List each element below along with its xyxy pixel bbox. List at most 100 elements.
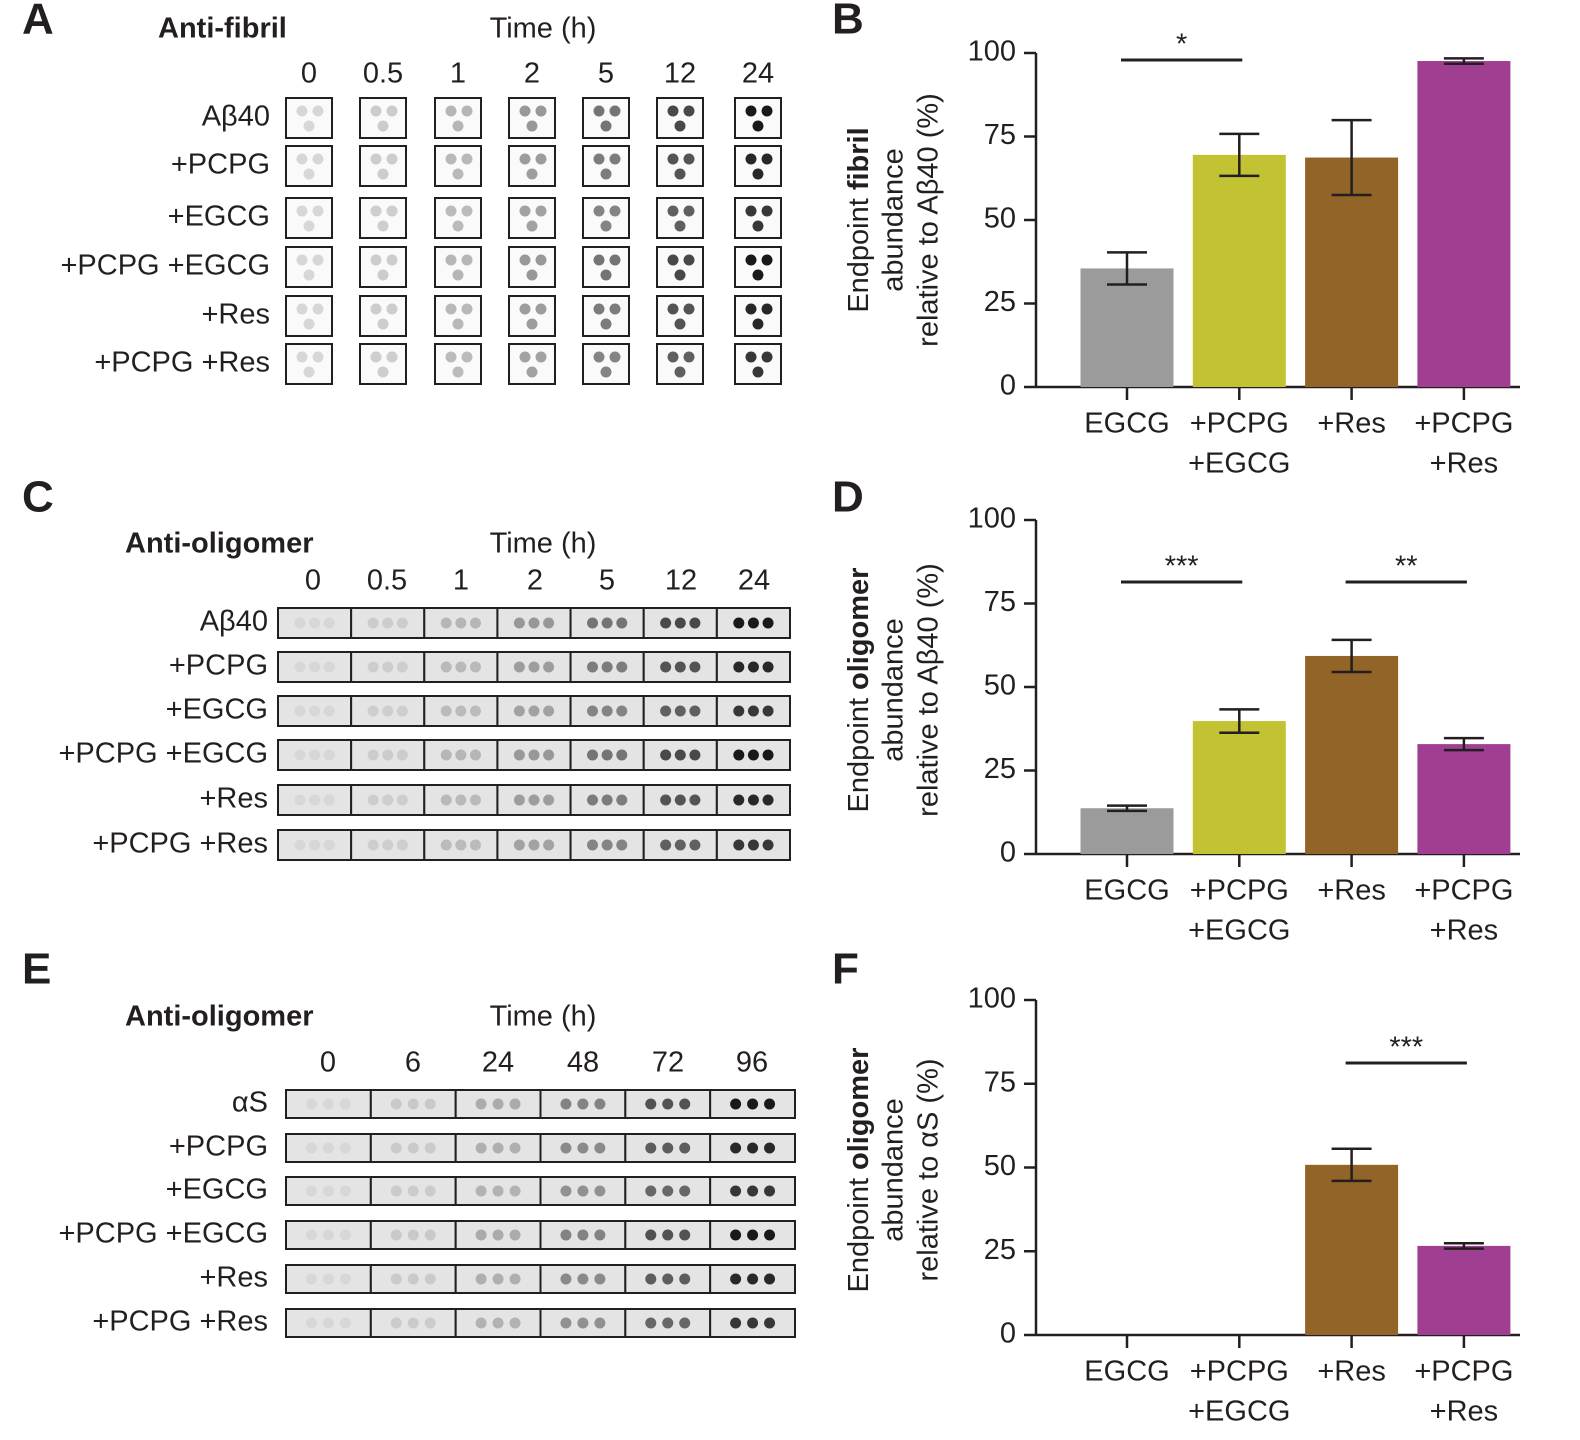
blot-dot [461, 153, 473, 165]
blot-dot [367, 661, 379, 673]
blot-dot [745, 105, 757, 117]
blot-dot [309, 794, 321, 806]
blot-dot [382, 661, 394, 673]
blot-dot [303, 366, 315, 378]
blot-dot [492, 1185, 504, 1197]
blot-dot [535, 254, 547, 266]
blot-dot [294, 839, 306, 851]
x-tick-label: +Res [1430, 448, 1499, 480]
blot-cell [277, 651, 353, 683]
blot-dot [761, 351, 773, 363]
bar [1305, 1164, 1399, 1335]
y-tick-label: 0 [1000, 837, 1016, 869]
blot-dot [386, 303, 398, 315]
blot-dot [390, 1229, 402, 1241]
blot-dot [616, 749, 628, 761]
blot-dot [543, 705, 555, 717]
blot-dot [339, 1317, 351, 1329]
blot-dot [519, 105, 531, 117]
blot-title: Anti-fibril [158, 13, 287, 45]
blot-cell [734, 97, 782, 139]
blot-dot [475, 1273, 487, 1285]
blot-dot [752, 318, 764, 330]
blot-cell [734, 145, 782, 187]
blot-dot [683, 205, 695, 217]
blot-dot [312, 205, 324, 217]
blot-dot [339, 1185, 351, 1197]
blot-cell [656, 246, 704, 288]
time-point: 24 [482, 1047, 514, 1079]
blot-dot [407, 1273, 419, 1285]
blot-cell [734, 343, 782, 385]
blot-dot [528, 617, 540, 629]
blot-cell [508, 295, 556, 337]
blot-dot [560, 1317, 572, 1329]
blot-dot [733, 705, 745, 717]
blot-dot [440, 749, 452, 761]
blot-dot [309, 705, 321, 717]
blot-dot [303, 168, 315, 180]
blot-dot [322, 1273, 334, 1285]
x-tick-label: +EGCG [1188, 915, 1290, 947]
blot-title: Anti-oligomer [125, 528, 314, 560]
blot-dot [730, 1098, 742, 1110]
row-label: Aβ40 [202, 101, 270, 133]
blot-dot [424, 1098, 436, 1110]
y-tick-label: 25 [984, 286, 1016, 318]
time-point: 0 [320, 1047, 336, 1079]
blot-dot [303, 269, 315, 281]
blot-dot [528, 749, 540, 761]
y-axis-label: relative to Aβ40 (%) [913, 563, 945, 817]
row-label: Aβ40 [200, 606, 268, 638]
x-tick-label: +EGCG [1188, 1396, 1290, 1428]
blot-dot [309, 661, 321, 673]
blot-dot [492, 1273, 504, 1285]
panel-label: D [832, 473, 864, 522]
blot-dot [526, 269, 538, 281]
blot-dot [386, 105, 398, 117]
blot-dot [689, 839, 701, 851]
blot-dot [323, 617, 335, 629]
blot-dot [382, 749, 394, 761]
blot-dot [587, 794, 599, 806]
blot-cell [277, 784, 353, 816]
x-tick-label: +PCPG [1414, 1356, 1513, 1388]
blot-dot [747, 1273, 759, 1285]
time-point: 72 [652, 1047, 684, 1079]
blot-dot [339, 1142, 351, 1154]
x-tick-label: EGCG [1084, 408, 1169, 440]
blot-dot [747, 705, 759, 717]
row-label: +PCPG +Res [94, 347, 270, 379]
blot-dot [305, 1229, 317, 1241]
blot-dot [339, 1273, 351, 1285]
blot-dot [730, 1142, 742, 1154]
blot-dot [660, 661, 672, 673]
blot-cell [656, 295, 704, 337]
blot-dot [747, 794, 759, 806]
blot-dot [323, 705, 335, 717]
time-point: 24 [742, 58, 774, 90]
blot-dot [461, 303, 473, 315]
blot-dot [674, 749, 686, 761]
blot-dot [609, 351, 621, 363]
blot-dot [593, 205, 605, 217]
blot-dot [461, 205, 473, 217]
y-axis-label-part: fibril [843, 127, 875, 190]
blot-dot [382, 705, 394, 717]
y-axis-label-part: Endpoint [843, 698, 875, 813]
blot-dot [382, 794, 394, 806]
blot-dot [645, 1273, 657, 1285]
blot-dot [322, 1098, 334, 1110]
blot-dot [513, 749, 525, 761]
blot-dot [609, 205, 621, 217]
y-tick-label: 75 [984, 119, 1016, 151]
blot-dot [616, 794, 628, 806]
blot-dot [452, 366, 464, 378]
blot-dot [577, 1098, 589, 1110]
x-tick-label: +PCPG [1414, 875, 1513, 907]
blot-dot [587, 839, 599, 851]
blot-dot [303, 220, 315, 232]
blot-dot [469, 794, 481, 806]
panel-label: E [22, 945, 51, 994]
blot-dot [445, 351, 457, 363]
